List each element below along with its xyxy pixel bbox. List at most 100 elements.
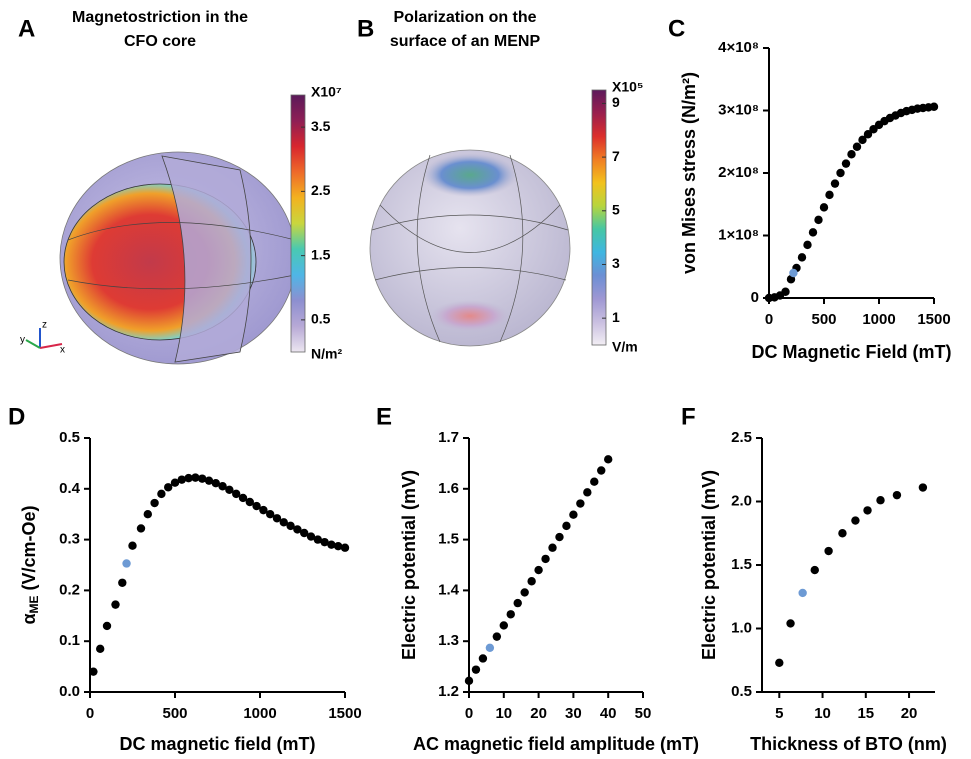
data-point [150, 498, 159, 508]
y-tick-label: 1.2 [438, 683, 459, 700]
y-tick-label: 0 [751, 289, 759, 306]
data-point [279, 518, 288, 527]
data-point [876, 496, 885, 505]
y-axis-label: von Mises stress (N/m²) [679, 72, 699, 274]
colorbar-tick-label: 3.5 [311, 118, 331, 134]
data-point [89, 667, 98, 676]
y-tick-label: 0.0 [59, 683, 80, 700]
data-point [478, 654, 488, 663]
data-point [814, 215, 823, 225]
data-point [781, 287, 790, 296]
data-point [775, 658, 784, 667]
colorbar-tick-label: 5 [612, 201, 620, 217]
panel-label: E [376, 403, 392, 430]
data-point [218, 482, 227, 491]
data-point [259, 505, 268, 515]
data-point [851, 516, 860, 525]
colorbar-unit: V/m [612, 339, 638, 355]
triad-label: y [20, 335, 25, 346]
y-axis-label: Electric potential (mV) [399, 470, 419, 660]
x-axis-label: Thickness of BTO (nm) [750, 734, 947, 754]
data-point [102, 621, 112, 631]
data-point [485, 643, 495, 653]
x-tick-label: 1500 [328, 705, 361, 722]
data-point [836, 168, 845, 178]
data-point [272, 514, 282, 523]
x-tick-label: 1500 [917, 311, 950, 328]
data-point [789, 268, 798, 278]
data-point [824, 546, 833, 556]
panel-title: CFO core [124, 33, 196, 50]
data-point [830, 179, 840, 188]
x-tick-label: 0 [765, 311, 773, 328]
data-point [838, 529, 847, 538]
data-point [340, 543, 350, 552]
panel-label: D [8, 403, 25, 430]
y-tick-label: 1.4 [438, 581, 460, 598]
data-point [798, 588, 807, 598]
x-tick-label: 0 [465, 705, 473, 722]
data-point [863, 130, 873, 139]
data-point [597, 466, 606, 475]
colorbar-tick-label: 2.5 [311, 182, 331, 198]
x-tick-label: 1000 [862, 311, 895, 328]
x-tick-label: 500 [162, 705, 187, 722]
data-point [576, 499, 585, 508]
data-point [184, 473, 193, 483]
y-tick-label: 1×10⁸ [718, 226, 759, 243]
x-tick-label: 50 [635, 705, 652, 722]
data-point [157, 489, 166, 499]
data-point [293, 525, 302, 534]
data-point [892, 490, 902, 500]
colorbar-tick-label: 7 [612, 148, 620, 164]
data-point [204, 476, 214, 485]
data-point [506, 610, 515, 619]
x-tick-label: 500 [811, 311, 836, 328]
x-tick-label: 15 [857, 705, 874, 722]
data-point [852, 142, 862, 151]
sphere-render-b [369, 149, 571, 347]
data-point [164, 483, 173, 492]
x-axis-label: DC Magnetic Field (mT) [751, 342, 951, 362]
y-tick-label: 0.5 [59, 429, 80, 446]
data-point [334, 542, 343, 551]
panel-title: Magnetostriction in the [72, 9, 248, 26]
data-point [96, 644, 105, 654]
data-point [136, 524, 146, 533]
x-axis-label: DC magnetic field (mT) [119, 734, 315, 754]
y-tick-label: 2×10⁸ [718, 164, 759, 181]
x-tick-label: 40 [600, 705, 617, 722]
y-tick-label: 2.0 [731, 492, 752, 509]
data-point [590, 477, 599, 486]
x-tick-label: 10 [814, 705, 831, 722]
data-point [238, 493, 248, 503]
data-point [929, 102, 939, 111]
data-point [300, 528, 309, 538]
y-tick-label: 0.2 [59, 581, 80, 598]
data-point [122, 559, 131, 568]
data-point [786, 619, 795, 628]
y-tick-label: 4×10⁸ [718, 39, 759, 56]
data-point [499, 621, 508, 630]
y-axis-label: Electric potential (mV) [699, 470, 719, 660]
data-point [548, 543, 557, 552]
panel-label: B [357, 15, 374, 42]
y-tick-label: 1.7 [438, 429, 459, 446]
x-tick-label: 1000 [243, 705, 276, 722]
data-point [604, 455, 613, 464]
data-point [555, 532, 564, 542]
x-tick-label: 20 [530, 705, 547, 722]
data-point [513, 598, 522, 608]
x-tick-label: 20 [901, 705, 918, 722]
triad-label: z [42, 320, 47, 331]
data-point [803, 240, 812, 250]
y-tick-label: 2.5 [731, 429, 752, 446]
data-point [177, 475, 186, 484]
data-point [569, 510, 578, 519]
data-point [858, 135, 867, 145]
data-point [225, 485, 234, 495]
y-tick-label: 0.3 [59, 531, 80, 548]
data-point [841, 159, 851, 168]
panel-label: C [668, 15, 685, 42]
data-point [128, 541, 137, 550]
